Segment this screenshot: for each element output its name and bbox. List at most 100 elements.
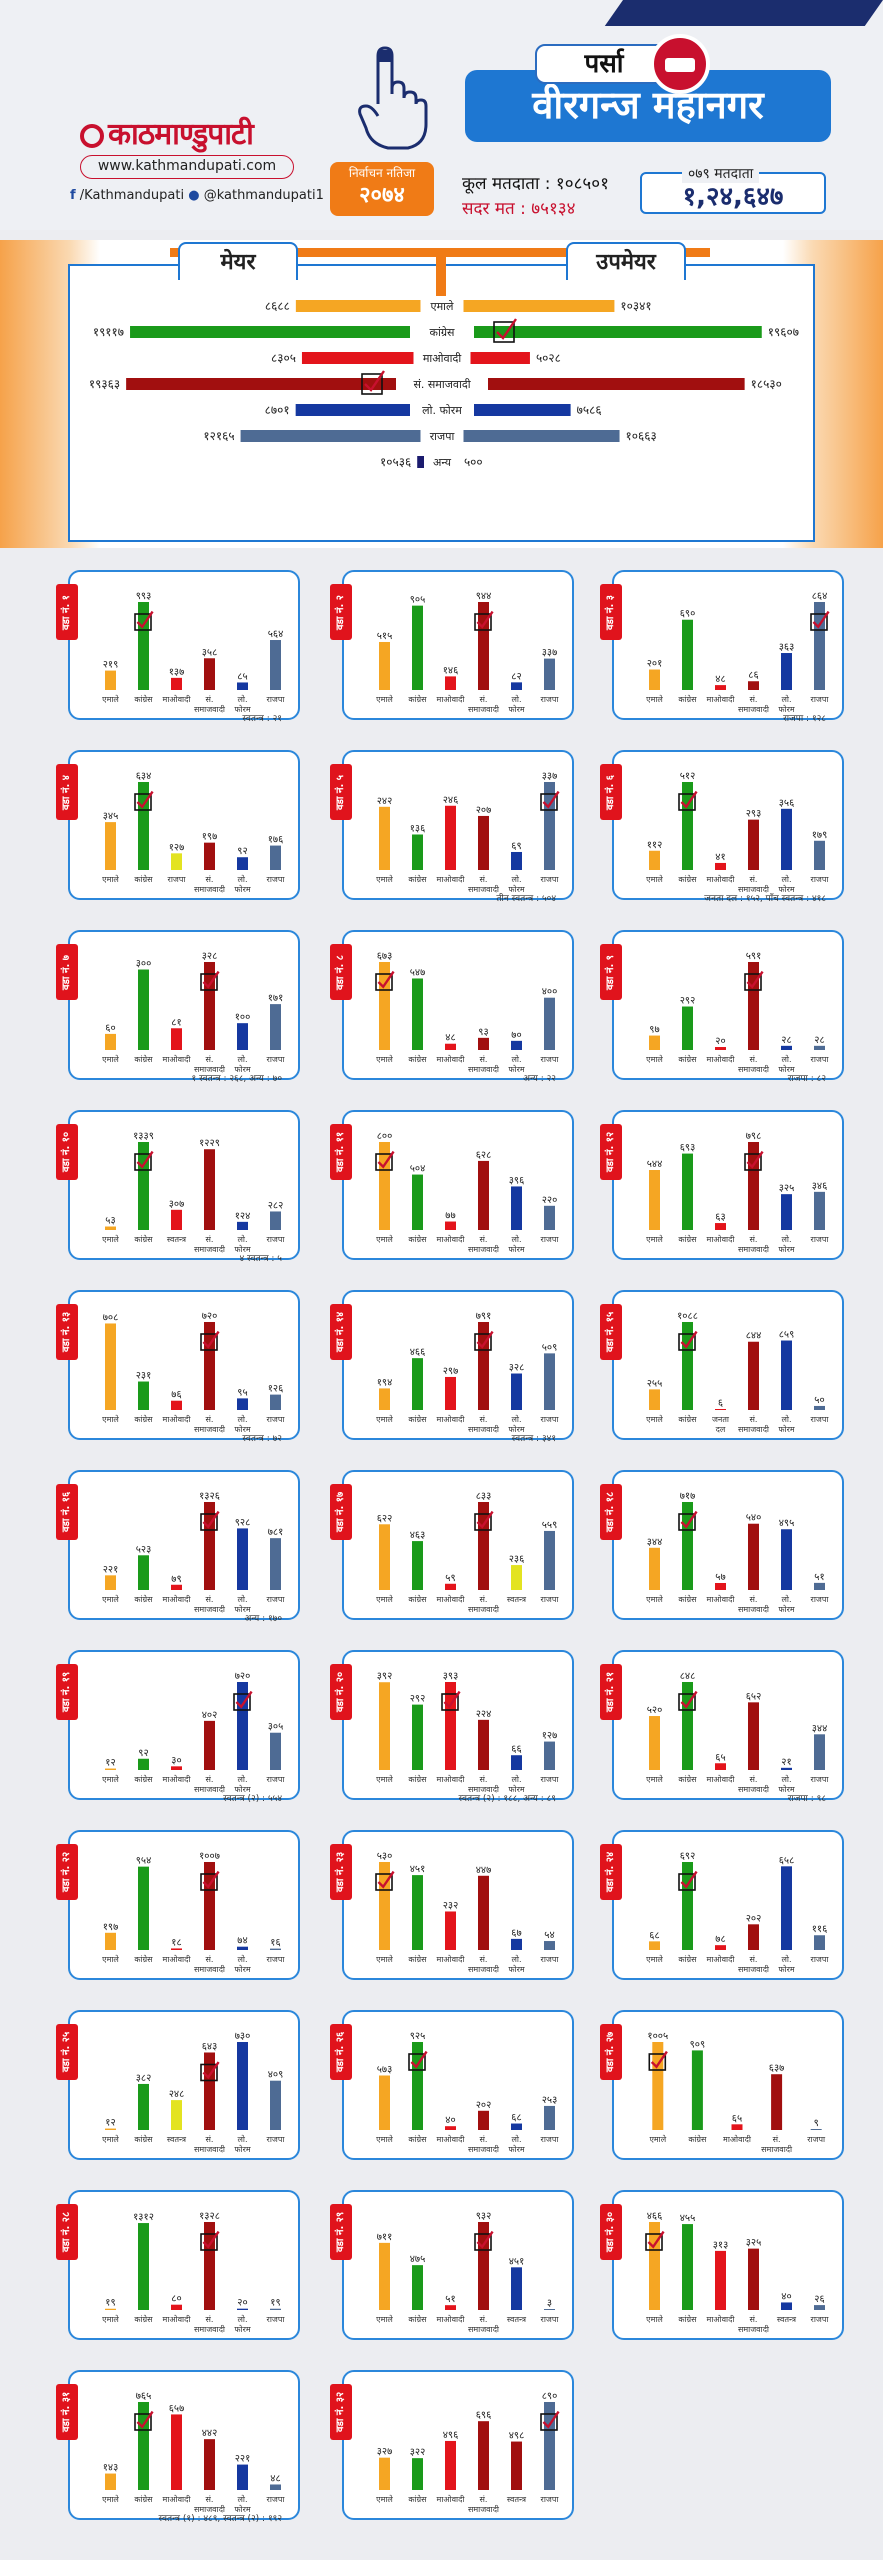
ward-chart: ६८ एमाले ६९२ कांग्रेस ७८ माओवादी २०२ सं. समाजवाद… (646, 1851, 829, 1974)
bar (478, 602, 489, 690)
ward-note: राजपा : ९८ (787, 1794, 826, 1804)
ward-chart: ५२० एमाले ८४८ कांग्रेस ६५ माओवादी ६५२ सं. समाजवा… (646, 1671, 829, 1794)
voters-2079-label: ०७९ मतदाता (682, 164, 760, 183)
category-label: सं. समाजवादी (194, 1775, 226, 1794)
bar-value: ११६ (812, 1924, 828, 1935)
bar-value: २०२ (476, 2100, 492, 2111)
party-label-bg-0 (420, 298, 464, 314)
category-label: लो. फोरम (778, 1414, 795, 1434)
winner-check (474, 2230, 494, 2251)
bar (204, 1322, 215, 1410)
category-label: राजपा (267, 695, 286, 704)
bar (204, 658, 215, 690)
mayor-value-6: १०५३६ (380, 455, 411, 469)
bar (237, 1946, 248, 1950)
deputy-value-6: ५०० (464, 455, 483, 469)
bar (171, 2414, 182, 2490)
brand-logo[interactable]: काठमाण्डुपाटी (80, 112, 254, 153)
bar (781, 653, 792, 690)
bar-value: ८६ (748, 670, 758, 681)
bar-value: ६० (105, 1023, 115, 1034)
bar-value: १००७ (199, 1851, 220, 1862)
bar-value: २२० (542, 1195, 558, 1206)
category-label: एमाले (646, 874, 663, 884)
category-label: लो. फोरम (508, 874, 525, 894)
ward-card: वडा नं. ५ २४२ एमाले १३६ कांग्रेस २४६ माओवादी २०… (330, 750, 574, 904)
winner-check (645, 2230, 665, 2251)
ward-note: जनता दल : १५२, पाँच स्वतन्त्र : ४१८ (704, 894, 826, 904)
bar-value: ६५२ (746, 1691, 762, 1702)
bar (138, 2223, 149, 2310)
bar-value: १३७ (169, 667, 185, 678)
result-year: २०७४ (359, 183, 405, 208)
election-commission-icon (650, 34, 710, 94)
bar (511, 1565, 522, 1590)
category-label: सं. समाजवादी (194, 1955, 226, 1974)
category-label: सं. समाजवादी (194, 875, 226, 894)
category-label: राजपा (267, 2495, 286, 2504)
ward-chart: ७११ एमाले ४७५ कांग्रेस ५१ माओवादी ९३२ सं. समाजवा… (376, 2211, 560, 2334)
website-link[interactable]: www.kathmandupati.com (80, 155, 294, 179)
bar-value: ६९ (511, 841, 521, 852)
category-label: लो. फोरम (234, 1954, 251, 1974)
bar (814, 1935, 825, 1950)
bar-value: ९०५ (410, 595, 426, 606)
bar-value: ९९३ (136, 591, 152, 602)
bar-value: ३५८ (202, 647, 218, 658)
bar-value: ३४५ (103, 811, 119, 822)
bar-value: ६९२ (680, 1851, 696, 1862)
category-label: राजपा (541, 2315, 560, 2324)
voters-2079-value: १,२४,६४७ (682, 182, 784, 212)
category-label: एमाले (102, 1054, 119, 1064)
ward-card: वडा नं. १९ १२ एमाले ९२ कांग्रेस ३० माओवादी ४०२ स… (56, 1650, 300, 1804)
category-label: सं. समाजवादी (738, 875, 770, 894)
category-label: राजपा (267, 1955, 286, 1964)
bar-value: ८५ (237, 671, 247, 682)
mayor-value-3: १९३६३ (89, 377, 120, 391)
bar-value: १३१२ (133, 2212, 154, 2223)
deputy-value-5: १०६६३ (626, 429, 657, 443)
bar-value: ३४४ (647, 1537, 663, 1548)
winner-check (134, 610, 154, 631)
category-label: एमाले (376, 1234, 393, 1244)
bar (771, 2074, 783, 2130)
category-label: राजपा (541, 1955, 560, 1964)
bar-value: २६ (814, 2294, 824, 2305)
bar (478, 1322, 489, 1410)
winner-check (441, 1690, 461, 1711)
ward-card: वडा नं. ६ ११२ एमाले ५१२ कांग्रेस ४१ माओवादी २९३… (600, 750, 844, 904)
ward-note: ४ स्वतन्त्र : ५ (239, 1254, 282, 1264)
bar-value: ७८१ (268, 1527, 284, 1538)
category-label: राजपा (541, 2495, 560, 2504)
category-label: लो. फोरम (508, 1954, 525, 1974)
bar (478, 1875, 489, 1950)
ward-card: वडा नं. ९ ९७ एमाले २९२ कांग्रेस २० माओवादी ५९१ स… (600, 930, 844, 1084)
bar (715, 862, 726, 870)
category-label: माओवादी (707, 694, 736, 704)
bar-value: २२१ (235, 2454, 251, 2465)
bar (544, 782, 555, 870)
category-label: माओवादी (163, 694, 192, 704)
bar (478, 2222, 489, 2310)
bar (748, 1341, 759, 1410)
bar-value: ४० (445, 2115, 455, 2126)
result-label: निर्वाचन नतिजा (348, 166, 416, 180)
winner-check (200, 1330, 220, 1351)
category-label: कांग्रेस (134, 1054, 153, 1064)
category-label: कांग्रेस (134, 1954, 153, 1964)
bar-value: २५५ (647, 1378, 663, 1389)
voting-finger-icon (358, 46, 428, 150)
mayor-heading: मेयर (178, 242, 298, 280)
bar-value: ७६५ (136, 2391, 152, 2402)
winner-check (200, 1870, 220, 1891)
bar (105, 822, 116, 870)
twitter-handle[interactable]: @kathmandupati1 (203, 188, 324, 203)
category-label: माओवादी (163, 2314, 192, 2324)
category-label: एमाले (646, 1414, 663, 1424)
facebook-handle[interactable]: /Kathmandupati (79, 188, 185, 203)
bar-value: ५०९ (542, 1342, 558, 1353)
bar-value: ५४४ (647, 1159, 663, 1170)
bar (204, 1862, 215, 1950)
bar (138, 1142, 149, 1230)
bar (511, 2267, 522, 2310)
